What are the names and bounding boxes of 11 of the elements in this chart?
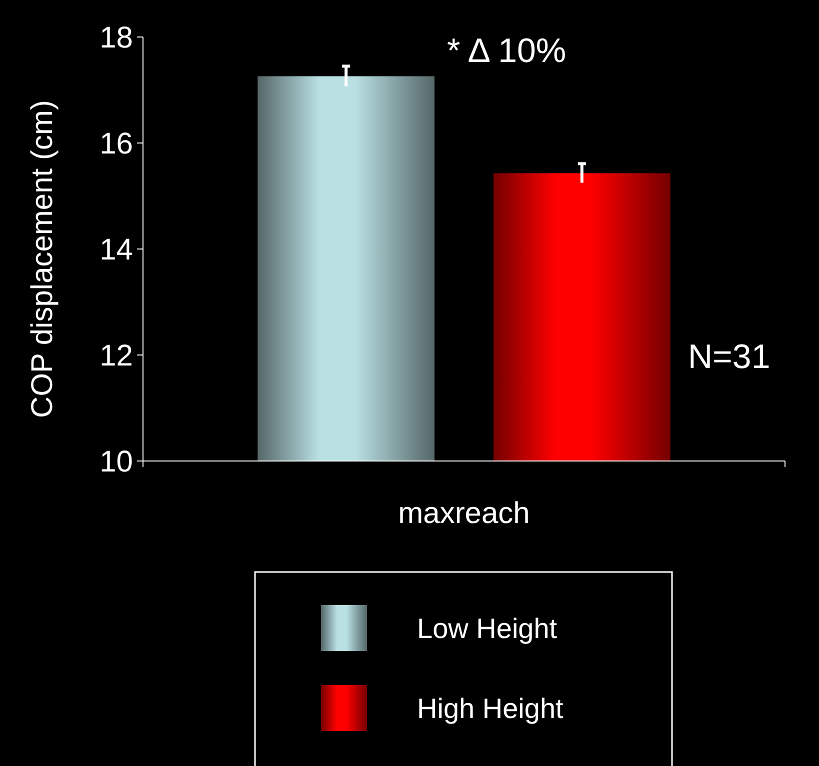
annotation: N=31 (688, 338, 770, 376)
annotation: * Δ 10% (447, 32, 566, 70)
legend-label: High Height (417, 692, 564, 724)
legend-label: Low Height (417, 612, 558, 644)
x-tick-label: maxreach (398, 497, 530, 530)
y-tick-label: 14 (100, 234, 133, 266)
y-tick-label: 12 (100, 340, 133, 372)
y-tick-label: 18 (100, 22, 133, 54)
y-axis-title: COP displacement (cm) (26, 100, 59, 418)
y-tick-label: 10 (100, 446, 133, 478)
y-tick-label: 16 (100, 128, 133, 160)
